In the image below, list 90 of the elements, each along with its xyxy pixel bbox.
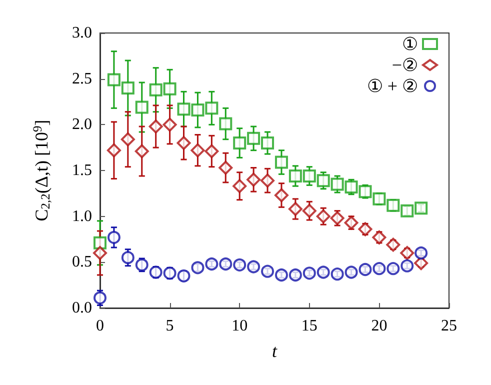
point [414, 202, 428, 215]
point [148, 120, 163, 134]
point [191, 261, 204, 274]
x-tick-label: 10 [232, 318, 248, 334]
point [288, 268, 302, 282]
point [134, 144, 149, 158]
point [372, 192, 386, 206]
point [274, 188, 288, 202]
point [330, 211, 344, 226]
point [358, 222, 372, 236]
y-tick-label: 2.5 [72, 70, 92, 88]
point [135, 100, 148, 114]
point [247, 260, 260, 274]
point [302, 204, 316, 218]
x-tick-label: 5 [166, 318, 174, 334]
point [163, 82, 176, 96]
x-tick-label: 20 [371, 318, 388, 334]
point [400, 204, 414, 218]
point [205, 102, 218, 115]
point [246, 172, 261, 187]
point [400, 246, 414, 260]
point [344, 266, 358, 279]
point [94, 236, 106, 250]
x-axis-title: t [272, 341, 278, 361]
point [163, 266, 176, 280]
point [400, 259, 414, 272]
point [205, 258, 218, 270]
point [274, 268, 288, 282]
point [386, 198, 400, 212]
point [135, 258, 148, 272]
point [261, 264, 274, 278]
point [386, 262, 400, 276]
point [176, 136, 191, 150]
point [260, 174, 275, 188]
point [316, 209, 330, 224]
point [177, 269, 190, 282]
point [120, 132, 135, 146]
y-tick-label: 1.0 [72, 208, 92, 225]
point [414, 256, 428, 270]
legend-label: ① + ② [366, 76, 418, 96]
point [121, 82, 134, 94]
y-tick-label: 0.5 [72, 254, 92, 271]
point [414, 246, 428, 260]
point [372, 262, 386, 276]
point [149, 266, 162, 279]
point [94, 291, 106, 304]
point [162, 118, 177, 132]
x-tick-label: 25 [441, 318, 457, 334]
point [232, 179, 247, 194]
point [219, 117, 232, 130]
legend-label: −② [392, 55, 418, 75]
point [344, 216, 358, 230]
y-tick-label: 2.0 [72, 116, 92, 134]
point [177, 102, 190, 116]
point [107, 230, 120, 244]
point [233, 136, 246, 150]
point [247, 132, 260, 145]
point [261, 136, 274, 150]
point [218, 160, 233, 175]
x-tick-label: 15 [301, 318, 318, 334]
point [121, 251, 134, 264]
point [358, 185, 372, 198]
y-tick-label: 1.5 [72, 162, 92, 179]
point [316, 174, 330, 188]
y-axis-title: C2,2(Δ,t) [109] [30, 120, 52, 222]
point [93, 246, 107, 260]
point [233, 258, 246, 272]
point [190, 143, 205, 158]
point [372, 230, 386, 244]
point [316, 266, 330, 279]
point [219, 258, 232, 270]
point [288, 170, 302, 182]
point [149, 83, 162, 96]
point [358, 263, 372, 276]
y-tick-label: 3.0 [72, 24, 92, 42]
y-tick-label: 0.0 [72, 300, 92, 316]
point [274, 156, 288, 169]
x-tick-label: 0 [96, 318, 104, 334]
point [344, 180, 358, 194]
point [386, 238, 400, 252]
point [288, 202, 302, 216]
point [107, 73, 120, 86]
point [330, 268, 344, 281]
point [302, 266, 316, 280]
point [204, 144, 219, 158]
point [191, 104, 204, 116]
point [106, 143, 121, 158]
point [302, 170, 316, 182]
legend-label: ① [402, 34, 418, 54]
point [330, 178, 344, 191]
